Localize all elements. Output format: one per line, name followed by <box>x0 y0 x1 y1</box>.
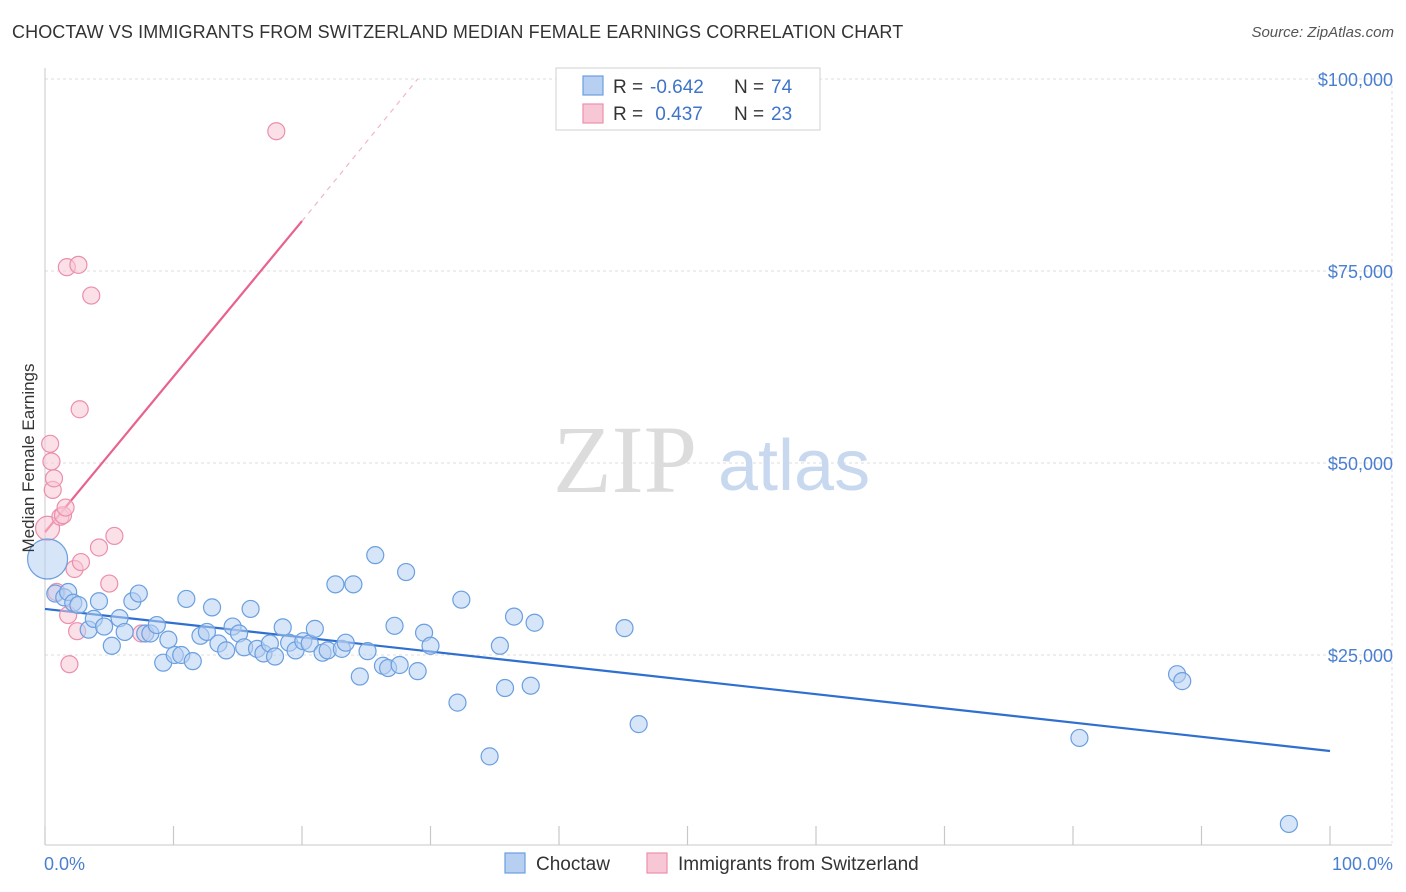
point-choctaw-49 <box>350 667 369 686</box>
point-choctaw-59 <box>421 636 440 655</box>
legend-r-value-2: 0.437 <box>650 104 703 125</box>
x-tick-labels: 0.0% 100.0% <box>44 854 1393 874</box>
legend-r-value-1: -0.642 <box>650 77 704 98</box>
chart-title: CHOCTAW VS IMMIGRANTS FROM SWITZERLAND M… <box>12 22 904 42</box>
point-swiss-2 <box>42 452 61 471</box>
point-choctaw-54 <box>385 616 404 635</box>
point-choctaw-10 <box>102 636 121 655</box>
y-tick-label-3: $100,000 <box>1318 70 1393 90</box>
point-swiss-1 <box>41 434 60 453</box>
legend-r-label-2: R = <box>613 104 643 125</box>
point-swiss-20 <box>105 526 124 546</box>
point-choctaw-51 <box>366 546 385 565</box>
point-choctaw-57 <box>408 662 427 681</box>
y-tick-label-1: $50,000 <box>1328 454 1393 474</box>
point-choctaw-56 <box>396 562 416 582</box>
point-choctaw-37 <box>273 618 292 637</box>
point-swiss-14 <box>69 255 88 274</box>
point-choctaw-68 <box>615 619 634 638</box>
point-choctaw-72 <box>1173 672 1192 691</box>
point-choctaw-28 <box>217 641 236 660</box>
stats-legend: R = -0.642 N = 74 R = 0.437 N = 23 <box>555 67 821 131</box>
trend-line-swiss-extension <box>301 78 419 222</box>
point-choctaw-55 <box>390 655 409 675</box>
point-choctaw-47 <box>336 633 355 652</box>
legend-n-label-2: N = <box>734 104 764 125</box>
y-tick-label-2: $75,000 <box>1328 262 1393 282</box>
series-legend-label-swiss: Immigrants from Switzerland <box>678 854 919 875</box>
y-tick-labels: $25,000 $50,000 $75,000 $100,000 <box>1318 70 1393 666</box>
point-swiss-4 <box>44 469 64 488</box>
point-choctaw-67 <box>525 613 544 632</box>
legend-n-value-2: 23 <box>771 104 792 125</box>
point-choctaw-0 <box>26 538 69 580</box>
legend-n-value-1: 74 <box>771 77 793 98</box>
watermark-zip: ZIP <box>553 406 697 513</box>
grid-lines <box>45 78 1393 843</box>
point-swiss-15 <box>70 400 89 419</box>
point-choctaw-8 <box>89 592 109 611</box>
point-choctaw-69 <box>629 715 648 734</box>
point-choctaw-23 <box>183 652 202 671</box>
point-choctaw-64 <box>495 678 515 698</box>
legend-swatch-swiss <box>582 103 604 124</box>
point-choctaw-5 <box>69 595 88 615</box>
point-choctaw-63 <box>490 636 509 655</box>
y-tick-label-0: $25,000 <box>1328 646 1393 666</box>
point-choctaw-65 <box>504 607 524 626</box>
point-swiss-11 <box>60 655 79 674</box>
data-points <box>26 122 1298 834</box>
legend-swatch-choctaw <box>582 75 604 96</box>
point-choctaw-12 <box>115 622 134 642</box>
series-legend: Choctaw Immigrants from Switzerland <box>504 852 919 875</box>
trend-lines <box>44 78 1331 753</box>
point-choctaw-45 <box>326 575 345 594</box>
chart-source: Source: ZipAtlas.com <box>1251 24 1394 41</box>
point-choctaw-61 <box>452 590 471 609</box>
point-choctaw-48 <box>344 575 363 594</box>
point-choctaw-50 <box>358 642 377 661</box>
point-choctaw-9 <box>95 617 114 636</box>
trend-line-swiss <box>44 220 303 533</box>
trend-line-choctaw <box>44 607 1331 753</box>
point-choctaw-25 <box>197 622 217 642</box>
point-choctaw-19 <box>159 630 178 649</box>
x-tick-label-0: 0.0% <box>44 854 85 874</box>
point-choctaw-60 <box>448 693 467 712</box>
x-tick-label-1: 100.0% <box>1332 854 1393 874</box>
point-swiss-16 <box>71 552 91 572</box>
point-choctaw-70 <box>1070 728 1089 748</box>
point-swiss-18 <box>89 538 109 557</box>
point-choctaw-32 <box>241 599 260 619</box>
watermark-atlas: atlas <box>718 426 870 506</box>
point-swiss-19 <box>100 574 119 593</box>
point-choctaw-73 <box>1279 814 1298 834</box>
point-choctaw-36 <box>265 647 285 666</box>
point-swiss-17 <box>82 286 101 305</box>
point-swiss-8 <box>56 498 75 517</box>
point-choctaw-26 <box>202 598 222 617</box>
point-choctaw-17 <box>147 615 166 635</box>
point-choctaw-66 <box>521 676 540 695</box>
legend-n-label-1: N = <box>734 77 764 98</box>
point-choctaw-62 <box>480 747 499 766</box>
legend-r-label-1: R = <box>613 77 643 98</box>
watermark: ZIP atlas <box>553 406 870 513</box>
point-choctaw-22 <box>177 589 196 609</box>
series-legend-swatch-choctaw <box>504 852 526 874</box>
series-legend-swatch-swiss <box>646 852 668 874</box>
y-axis-label: Median Female Earnings <box>19 364 38 553</box>
series-legend-label-choctaw: Choctaw <box>536 854 610 875</box>
point-choctaw-14 <box>129 584 148 603</box>
point-choctaw-42 <box>305 619 324 638</box>
point-swiss-22 <box>267 122 286 141</box>
